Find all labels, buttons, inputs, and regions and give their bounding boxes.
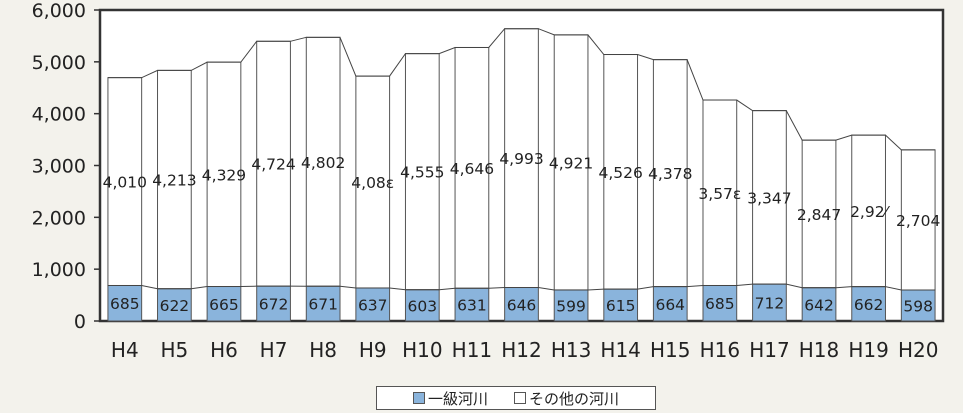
x-tick-label: H6 <box>210 338 238 362</box>
data-label-class1: 646 <box>507 296 537 314</box>
bar-class1-rivers <box>305 285 341 322</box>
bar-other-rivers <box>752 110 787 285</box>
series-line-other <box>107 28 936 151</box>
data-label-other: 2,847 <box>797 206 841 224</box>
data-label-class1: 603 <box>408 297 438 315</box>
data-label-other: 2,92⁄ <box>850 203 891 221</box>
x-tick-label: H16 <box>700 338 741 362</box>
x-tick-label: H12 <box>501 338 542 362</box>
y-tick-label: 5,000 <box>32 52 86 74</box>
data-label-class1: 598 <box>903 298 933 316</box>
legend: 一級河川 その他の河川 <box>376 386 656 410</box>
legend-swatch-class1 <box>412 392 425 404</box>
x-tick-label: H11 <box>452 338 493 362</box>
bar-other-rivers <box>256 40 291 287</box>
bar-class1-rivers <box>553 289 589 322</box>
bar-other-rivers <box>355 75 391 289</box>
bar-class1-rivers <box>404 289 440 322</box>
legend-item-other: その他の河川 <box>514 388 619 409</box>
x-tick-label: H17 <box>749 338 790 362</box>
data-label-class1: 637 <box>358 296 388 314</box>
data-label-class1: 672 <box>259 296 289 314</box>
bar-other-rivers <box>801 139 837 289</box>
data-label-class1: 712 <box>755 295 785 313</box>
y-tick-label: 4,000 <box>32 104 86 126</box>
y-tick-label: 1,000 <box>32 259 86 281</box>
bar-other-rivers <box>157 69 192 290</box>
data-label-class1: 599 <box>556 297 586 315</box>
data-label-class1: 664 <box>655 296 685 314</box>
x-tick-label: H18 <box>799 338 840 362</box>
bar-class1-rivers <box>752 283 787 322</box>
bar-other-rivers <box>404 53 440 291</box>
x-tick-label: H7 <box>260 338 288 362</box>
bar-other-rivers <box>900 149 936 291</box>
x-tick-label: H10 <box>402 338 443 362</box>
bar-class1-rivers <box>157 288 192 322</box>
data-label-class1: 631 <box>457 297 487 315</box>
legend-label-other: その他の河川 <box>529 389 620 408</box>
data-label-other: 4,646 <box>450 160 494 178</box>
data-label-other: 4,921 <box>549 154 593 172</box>
bar-other-rivers <box>107 77 143 286</box>
y-tick-label: 0 <box>74 311 86 333</box>
y-tick-label: 3,000 <box>32 156 86 178</box>
data-label-class1: 662 <box>854 296 884 314</box>
plot-area: 0 1,000 2,000 3,000 4,000 5,000 6,000 685 4,010 H… <box>32 0 945 362</box>
data-label-class1: 685 <box>110 295 140 313</box>
legend-swatch-other <box>514 392 526 404</box>
data-label-other: 4,378 <box>648 165 692 183</box>
bar-other-rivers <box>206 61 242 288</box>
data-label-class1: 622 <box>160 297 190 315</box>
data-label-other: 4,993 <box>499 150 543 168</box>
bar-class1-rivers <box>454 287 490 322</box>
legend-item-class1: 一級河川 <box>412 388 488 409</box>
data-label-other: 4,010 <box>103 174 147 192</box>
bar-class1-rivers <box>355 287 391 322</box>
bar-class1-rivers <box>107 284 143 322</box>
x-tick-label: H13 <box>551 338 592 362</box>
data-label-other: 3,347 <box>747 189 791 207</box>
bar-class1-rivers <box>256 285 291 322</box>
x-tick-label: H14 <box>600 338 641 362</box>
x-tick-label: H20 <box>898 338 939 362</box>
x-tick-label: H8 <box>309 338 337 362</box>
data-label-class1: 685 <box>705 295 735 313</box>
bar-other-rivers <box>553 34 589 291</box>
legend-label-class1: 一級河川 <box>427 389 488 408</box>
x-tick-label: H9 <box>359 338 387 362</box>
data-label-class1: 642 <box>804 296 834 314</box>
data-label-class1: 671 <box>308 296 338 314</box>
bar-class1-rivers <box>603 288 639 322</box>
data-label-other: 4,213 <box>152 172 196 190</box>
bar-other-rivers <box>454 46 490 289</box>
y-tick-label: 6,000 <box>32 0 86 22</box>
data-label-other: 3,57ɛ <box>698 185 741 203</box>
series-line-class1 <box>107 283 936 291</box>
bar-other-rivers <box>305 36 341 287</box>
x-tick-label: H19 <box>848 338 889 362</box>
data-label-other: 2,704 <box>896 212 940 230</box>
data-label-other: 4,724 <box>251 156 295 174</box>
x-tick-label: H4 <box>111 338 139 362</box>
data-label-other: 4,329 <box>202 166 246 184</box>
data-label-other: 4,08ɛ <box>351 174 394 192</box>
data-label-class1: 615 <box>606 297 636 315</box>
bar-class1-rivers <box>206 286 242 322</box>
bar-other-rivers <box>504 28 539 289</box>
y-tick-label: 2,000 <box>32 207 86 229</box>
data-label-other: 4,802 <box>301 154 345 172</box>
data-label-other: 4,555 <box>400 164 444 182</box>
x-tick-label: H5 <box>160 338 188 362</box>
data-label-class1: 665 <box>209 296 239 314</box>
bar-class1-rivers <box>652 286 688 322</box>
x-tick-label: H15 <box>650 338 691 362</box>
data-label-other: 4,526 <box>598 164 642 182</box>
